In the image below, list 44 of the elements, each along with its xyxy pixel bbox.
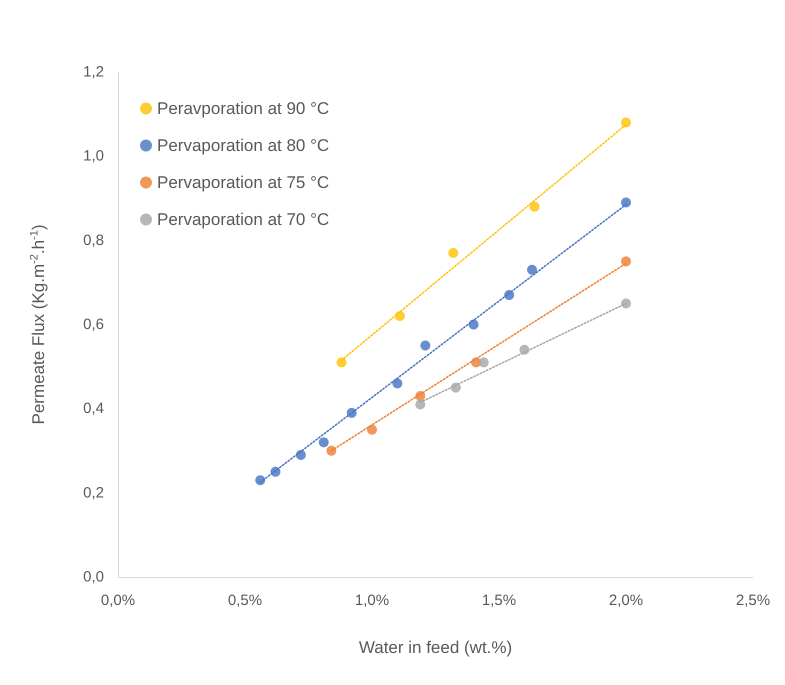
point bbox=[326, 446, 336, 456]
point bbox=[296, 450, 306, 460]
point bbox=[255, 475, 266, 486]
legend-label: Pervaporation at 75 °C bbox=[157, 173, 330, 192]
legend-label: Peravporation at 90 °C bbox=[157, 99, 330, 118]
point bbox=[336, 357, 347, 368]
x-tick-label: 2,5% bbox=[736, 592, 770, 609]
y-tick-label: 0,2 bbox=[83, 484, 104, 502]
point bbox=[527, 264, 538, 275]
x-tick-label: 1,5% bbox=[482, 592, 516, 609]
y-tick-label: 1,0 bbox=[83, 148, 104, 165]
x-tick-label: 1,0% bbox=[354, 592, 390, 609]
y-tick-label: 0,0 bbox=[83, 568, 104, 586]
point bbox=[367, 424, 377, 435]
point bbox=[448, 248, 458, 258]
legend-label: Pervaporation at 70 °C bbox=[157, 210, 330, 229]
x-tick-label: 0,0% bbox=[100, 592, 136, 609]
point bbox=[270, 466, 280, 477]
point bbox=[478, 357, 489, 368]
point bbox=[346, 408, 357, 418]
point bbox=[621, 298, 631, 308]
y-tick-label: 0,8 bbox=[83, 232, 104, 249]
x-tick-label: 0,5% bbox=[228, 592, 262, 609]
y-tick-label: 1,2 bbox=[83, 64, 104, 80]
point bbox=[504, 290, 514, 300]
x-axis-title: Water in feed (wt.%) bbox=[358, 638, 512, 657]
point bbox=[318, 437, 329, 448]
point bbox=[392, 378, 402, 388]
y-axis-title: Permeate Flux (Kg.m-2.h-1) bbox=[28, 224, 48, 425]
point bbox=[415, 391, 426, 402]
point bbox=[420, 340, 430, 351]
point bbox=[394, 311, 405, 322]
point bbox=[468, 320, 479, 330]
y-tick-label: 0,4 bbox=[83, 400, 104, 418]
point bbox=[519, 344, 530, 355]
point bbox=[450, 382, 461, 393]
point bbox=[621, 118, 631, 128]
point bbox=[621, 197, 631, 208]
point bbox=[621, 256, 631, 266]
point bbox=[530, 202, 540, 212]
point bbox=[415, 399, 426, 410]
y-tick-label: 0,6 bbox=[83, 316, 104, 333]
legend-label: Pervaporation at 80 °C bbox=[157, 136, 330, 155]
x-tick-label: 2,0% bbox=[608, 592, 644, 609]
